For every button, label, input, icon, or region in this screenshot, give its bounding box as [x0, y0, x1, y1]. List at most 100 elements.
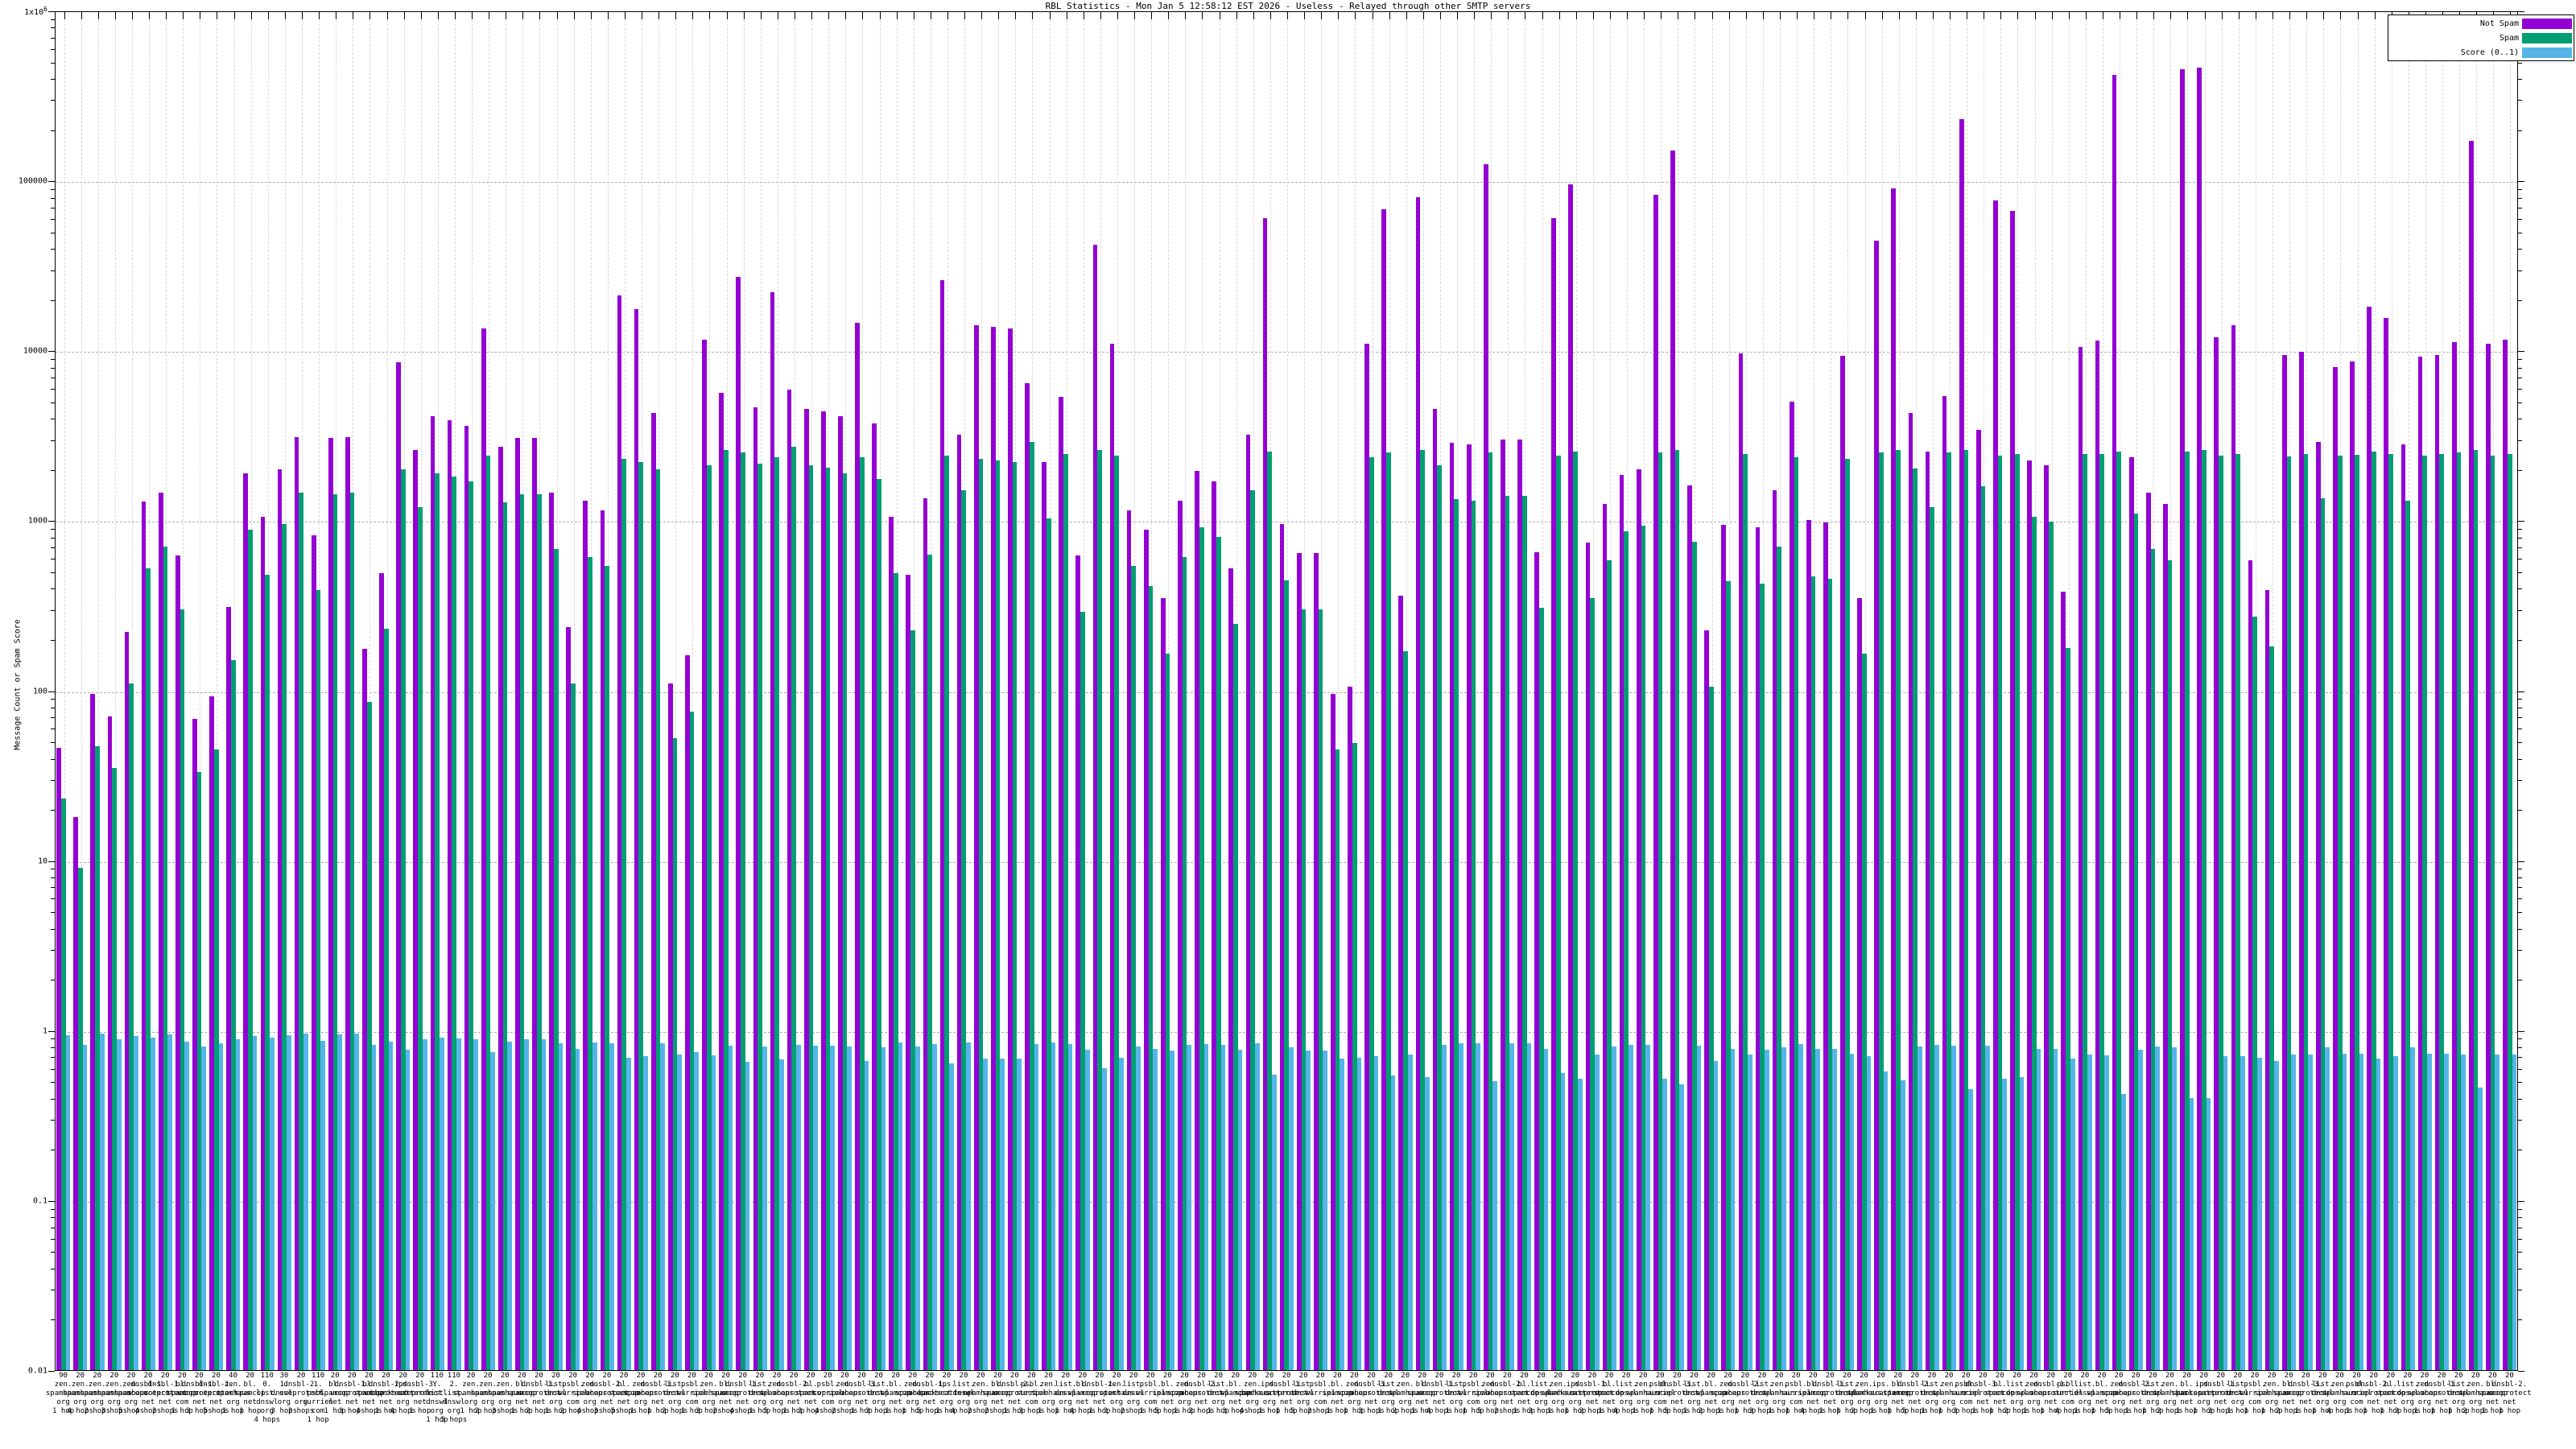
- y-tick-minor-right: [2518, 270, 2522, 271]
- x-tick-top: [556, 12, 558, 19]
- x-tick-label-line: 3 hops: [1103, 1407, 1130, 1415]
- x-tick-label-line: 20: [619, 1372, 629, 1380]
- x-tick-top: [1474, 12, 1476, 19]
- x-tick-label-line: net: [2095, 1398, 2109, 1406]
- bar-sc: [1917, 1046, 1922, 1370]
- y-tick-minor-right: [2518, 547, 2522, 549]
- bar-group: [1075, 12, 1092, 1370]
- x-tick-label: 20 dnsbl-1. uceprotect net 1 hop: [2413, 1372, 2470, 1416]
- y-tick-label: 1: [42, 1026, 47, 1036]
- x-tick-label-line: 1 hop: [2413, 1407, 2436, 1415]
- y-tick-minor: [51, 810, 55, 811]
- bar-ns: [2044, 465, 2050, 1370]
- legend: Not Spam Spam Score (0..1): [2388, 14, 2574, 61]
- x-tick-label-line: 2 hops: [1120, 1407, 1147, 1415]
- y-tick-minor: [51, 389, 55, 390]
- x-tick-label-line: 20: [687, 1372, 696, 1380]
- x-tick-label-line: com: [821, 1398, 835, 1406]
- x-tick-top: [1236, 12, 1237, 19]
- bar-ns: [1993, 200, 1998, 1370]
- x-tick-label-line: 20: [2131, 1372, 2140, 1380]
- x-tick-label-line: com: [2350, 1398, 2363, 1406]
- x-tick-label-line: net: [1908, 1398, 1922, 1406]
- x-tick-label-line: 20: [670, 1372, 679, 1380]
- x-tick-label-line: uceprotect: [1264, 1389, 1309, 1397]
- x-tick-label-line: org: [260, 1407, 274, 1415]
- x-tick-label-line: dnswl: [2141, 1389, 2164, 1397]
- x-tick-label-line: dnsbl-2.: [2491, 1381, 2528, 1389]
- x-tick-label-line: dnswl: [1835, 1389, 1858, 1397]
- x-tick-label-line: 2 hops: [526, 1407, 552, 1415]
- bar-sp: [1691, 541, 1697, 1370]
- x-tick-label-line: 20: [1672, 1372, 1682, 1380]
- x-tick-label-line: dnsbl-2.: [2118, 1381, 2153, 1389]
- x-tick-label-line: 20: [1009, 1372, 1019, 1380]
- x-tick-top: [1847, 12, 1849, 19]
- x-tick-top: [1032, 12, 1034, 19]
- x-tick-label: 20 bl. spamcop net 1 hop: [2363, 1372, 2419, 1416]
- x-tick-top: [420, 12, 422, 19]
- x-tick-label-line: 1 hop: [1734, 1407, 1757, 1415]
- y-tick-minor-right: [2518, 1208, 2522, 1210]
- x-tick-label-line: 1 hop: [307, 1416, 329, 1424]
- x-tick-label-line: dnswl: [2005, 1389, 2028, 1397]
- bar-sp: [1029, 441, 1034, 1370]
- bar-sc: [626, 1057, 631, 1370]
- x-tick-label-line: bl.: [2384, 1381, 2397, 1389]
- x-tick-top: [981, 12, 983, 19]
- x-tick-label-line: 1.: [313, 1381, 323, 1389]
- x-tick-label: 20 list. dnswl org 1 hop: [1818, 1372, 1875, 1416]
- x-tick-label-line: org: [956, 1398, 971, 1406]
- bar-sp: [2014, 454, 2020, 1370]
- x-tick-label-line: 20: [840, 1372, 849, 1380]
- bar-ns: [1279, 524, 1285, 1370]
- x-tick-label-line: uceprotect: [1961, 1389, 2005, 1397]
- x-tick-top: [166, 12, 167, 19]
- x-tick-label: 20 zen. spamhaus org 1 hop: [1021, 1372, 1077, 1416]
- legend-swatch: [2522, 32, 2572, 43]
- bar-sc: [1289, 1047, 1294, 1370]
- x-tick-label-line: 2 hops: [1392, 1407, 1418, 1415]
- x-tick-label-line: 20: [1927, 1372, 1937, 1380]
- x-tick-label-line: uceprotect: [2198, 1389, 2243, 1397]
- bar-sc: [1849, 1053, 1855, 1370]
- x-tick-label: 20 bl. spamcop net 2 hops: [2260, 1372, 2317, 1416]
- bar-sc: [1323, 1050, 1327, 1370]
- x-tick-label-line: org: [1109, 1398, 1124, 1406]
- x-tick-label-line: 20: [517, 1372, 526, 1380]
- y-tick-minor: [51, 197, 55, 199]
- x-tick-label-line: net: [362, 1398, 376, 1406]
- x-tick-label-line: net: [379, 1398, 393, 1406]
- x-tick-label: 20 list. dnswl org 1 hop: [1428, 1372, 1484, 1416]
- x-tick-label-line: 1 hop: [1971, 1407, 1994, 1415]
- bar-ns: [2214, 336, 2219, 1370]
- x-tick-label-line: list.: [1835, 1381, 1858, 1389]
- bar-ns: [1619, 474, 1624, 1370]
- x-tick-label: 20 list. dnswl org 1 hop: [528, 1372, 584, 1416]
- bar-sc: [2070, 1059, 2075, 1370]
- x-tick-label-line: net: [1228, 1398, 1242, 1406]
- x-tick-label-line: 1 hop: [2124, 1407, 2147, 1415]
- x-tick-label-line: surriel: [557, 1389, 588, 1397]
- bar-group: [956, 12, 972, 1370]
- x-tick-label: 20 list. dnswl org 1 hop: [2124, 1372, 2181, 1416]
- y-tick-minor: [51, 270, 55, 271]
- bar-group: [463, 12, 480, 1370]
- bar-sp: [894, 572, 898, 1370]
- bar-group: [1720, 12, 1737, 1370]
- bar-ns: [2027, 460, 2032, 1370]
- x-tick-label-line: 1 hop: [1445, 1407, 1468, 1415]
- bar-ns: [1331, 694, 1335, 1370]
- x-tick-top: [1422, 12, 1424, 19]
- bar-sc: [439, 1038, 444, 1370]
- x-tick-label-line: uceprotect: [771, 1389, 816, 1397]
- x-tick-label-line: 2 hops: [832, 1407, 858, 1415]
- x-tick-label-line: 1 hop: [1208, 1407, 1230, 1415]
- bar-ns: [1568, 184, 1574, 1370]
- y-tick-minor-right: [2518, 79, 2522, 80]
- x-tick-label-line: 20: [891, 1372, 901, 1380]
- bar-group: [1959, 12, 1975, 1370]
- x-tick-label-line: net: [651, 1398, 665, 1406]
- x-tick-label-line: 20: [109, 1372, 119, 1380]
- y-tick-minor-right: [2518, 299, 2522, 301]
